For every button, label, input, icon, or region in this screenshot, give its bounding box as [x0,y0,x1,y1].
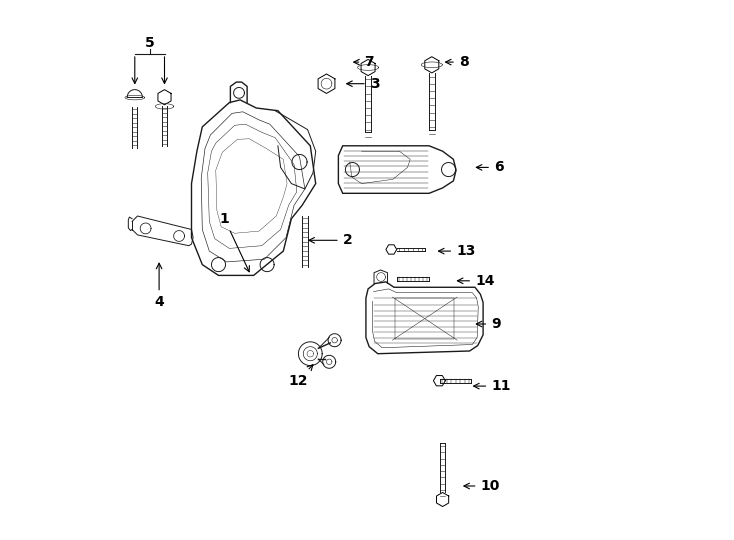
Text: 1: 1 [219,212,250,272]
Text: 8: 8 [446,55,468,69]
Text: 4: 4 [154,263,164,309]
Text: 10: 10 [464,479,500,493]
Text: 11: 11 [473,379,511,393]
Text: 6: 6 [476,160,504,174]
Text: 7: 7 [354,55,374,69]
Text: 3: 3 [346,77,379,91]
Text: 9: 9 [476,317,501,331]
Text: 14: 14 [457,274,495,288]
Text: 2: 2 [309,233,352,247]
Text: 5: 5 [145,36,155,50]
Text: 13: 13 [438,244,476,258]
Text: 12: 12 [288,364,313,388]
